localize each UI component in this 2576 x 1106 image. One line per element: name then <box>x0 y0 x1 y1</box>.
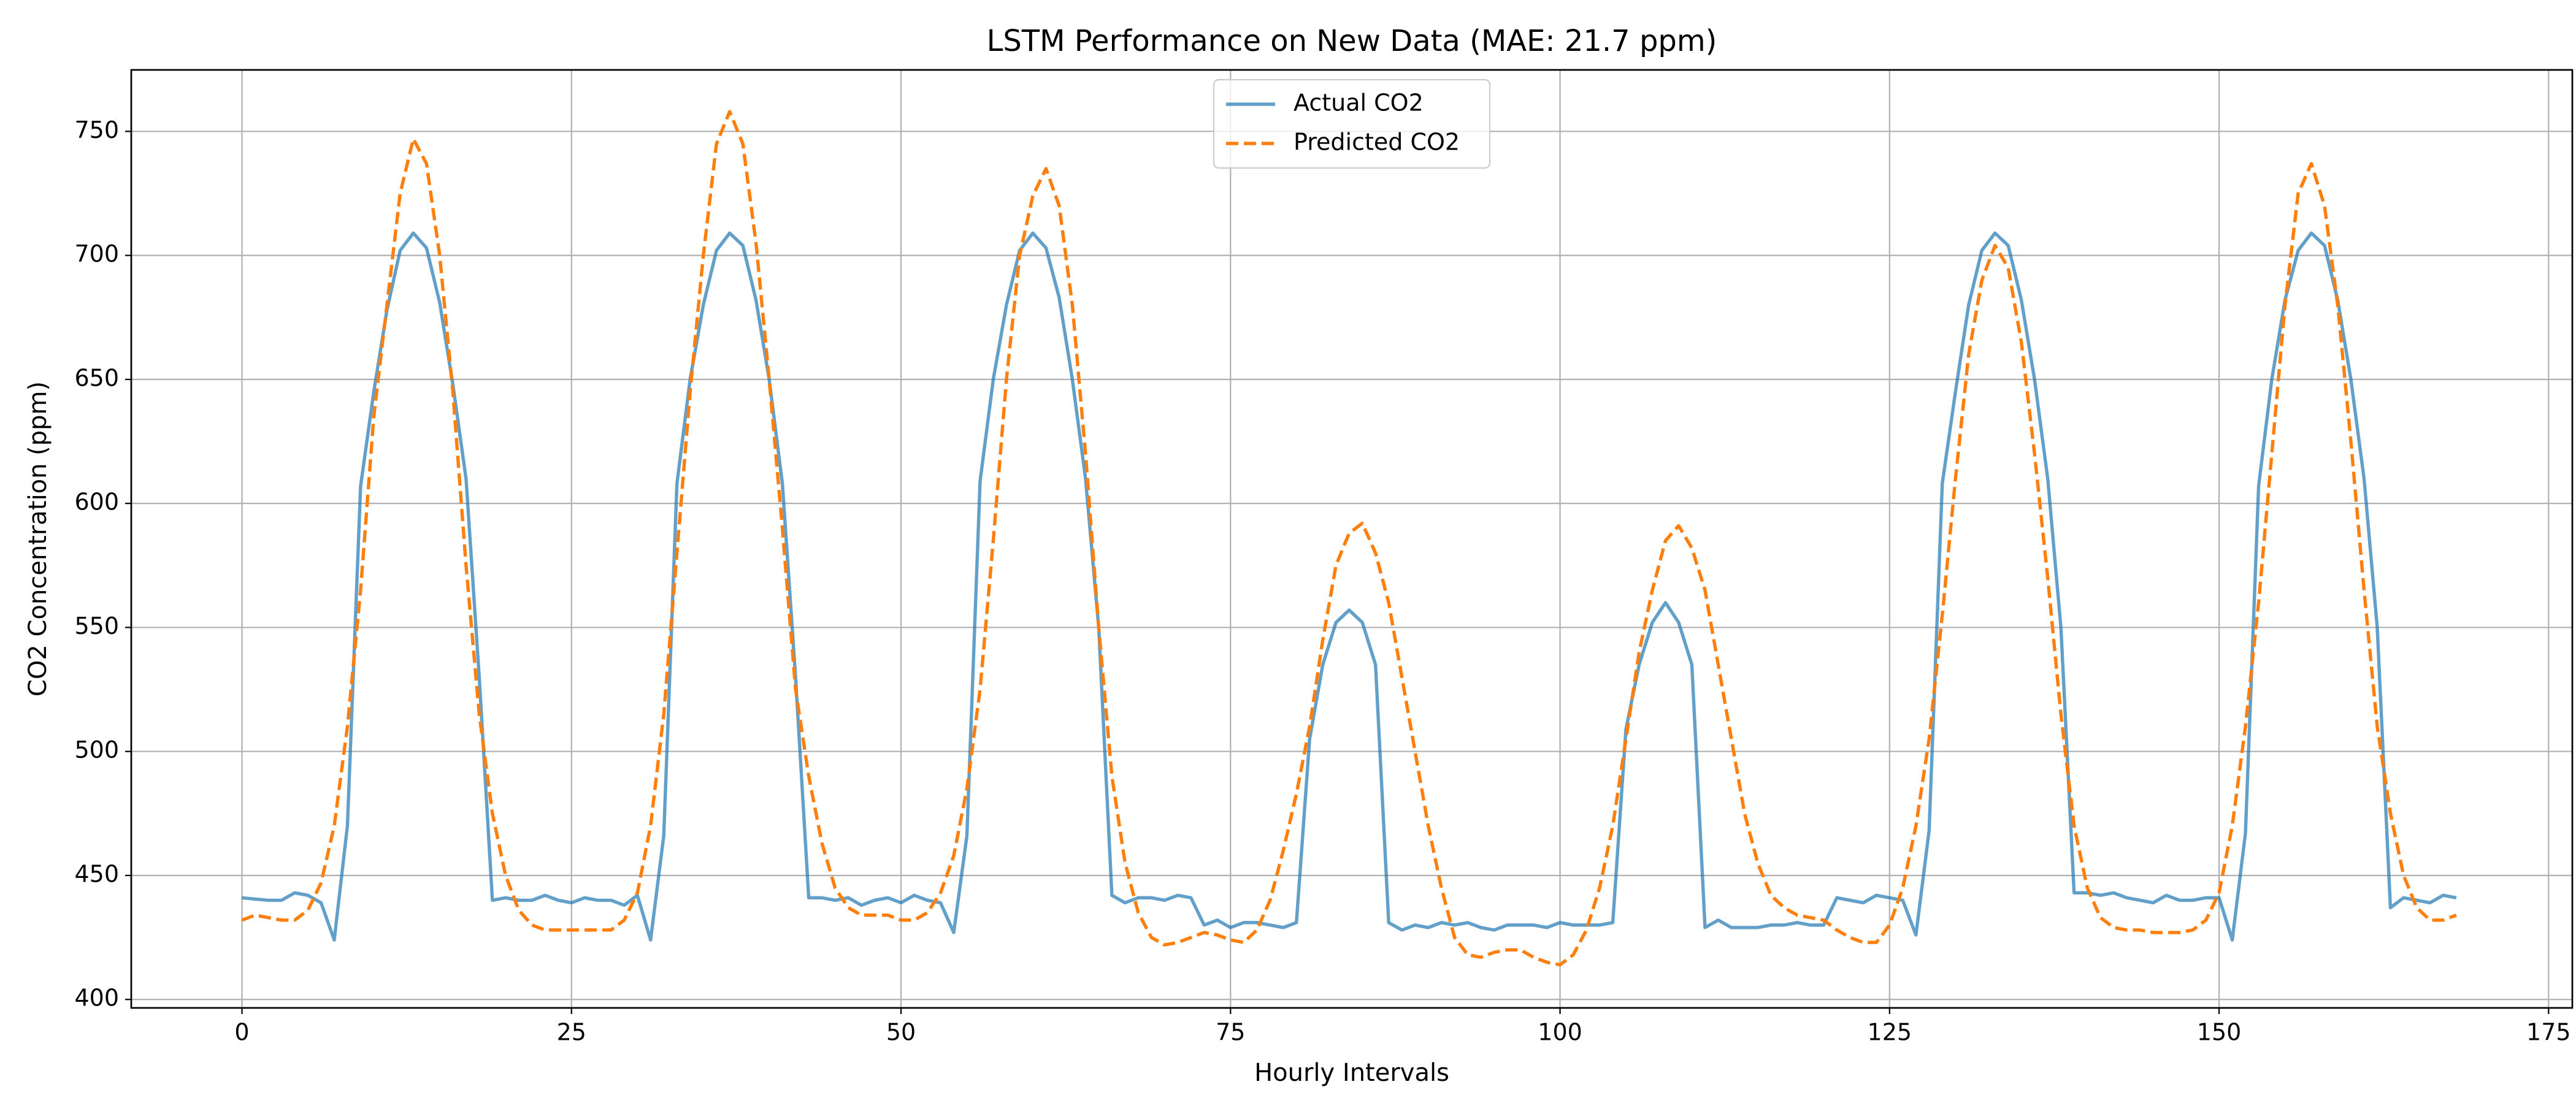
x-tick-label: 25 <box>557 1019 586 1046</box>
data-line <box>242 231 2457 942</box>
y-tick-label: 450 <box>74 860 119 887</box>
data-line <box>241 110 2457 967</box>
legend: Actual CO2 Predicted CO2 <box>1213 78 1491 169</box>
y-tick-label: 550 <box>74 612 119 639</box>
y-tick-label: 650 <box>74 364 119 391</box>
y-tick-label: 600 <box>74 489 119 516</box>
chart-title: LSTM Performance on New Data (MAE: 21.7 … <box>987 24 1717 58</box>
plot-frame <box>130 69 2574 1009</box>
y-axis-label: CO2 Concentration (ppm) <box>24 381 52 696</box>
x-tick-label: 75 <box>1216 1019 1245 1046</box>
y-tick-label: 750 <box>74 116 119 143</box>
x-tick-label: 175 <box>2526 1019 2571 1046</box>
legend-box <box>1213 78 1491 169</box>
y-tick-label: 500 <box>74 736 119 763</box>
legend-label: Actual CO2 <box>1294 90 1424 116</box>
x-tick-label: 125 <box>1868 1019 1912 1046</box>
x-tick-label: 150 <box>2197 1019 2242 1046</box>
x-tick-label: 0 <box>234 1019 249 1046</box>
y-tick-label: 400 <box>74 985 119 1012</box>
x-tick-label: 100 <box>1538 1019 1582 1046</box>
legend-label: Predicted CO2 <box>1294 129 1460 156</box>
x-tick-label: 50 <box>886 1019 916 1046</box>
x-axis-label: Hourly Intervals <box>1254 1059 1449 1087</box>
y-tick-label: 700 <box>74 240 119 267</box>
